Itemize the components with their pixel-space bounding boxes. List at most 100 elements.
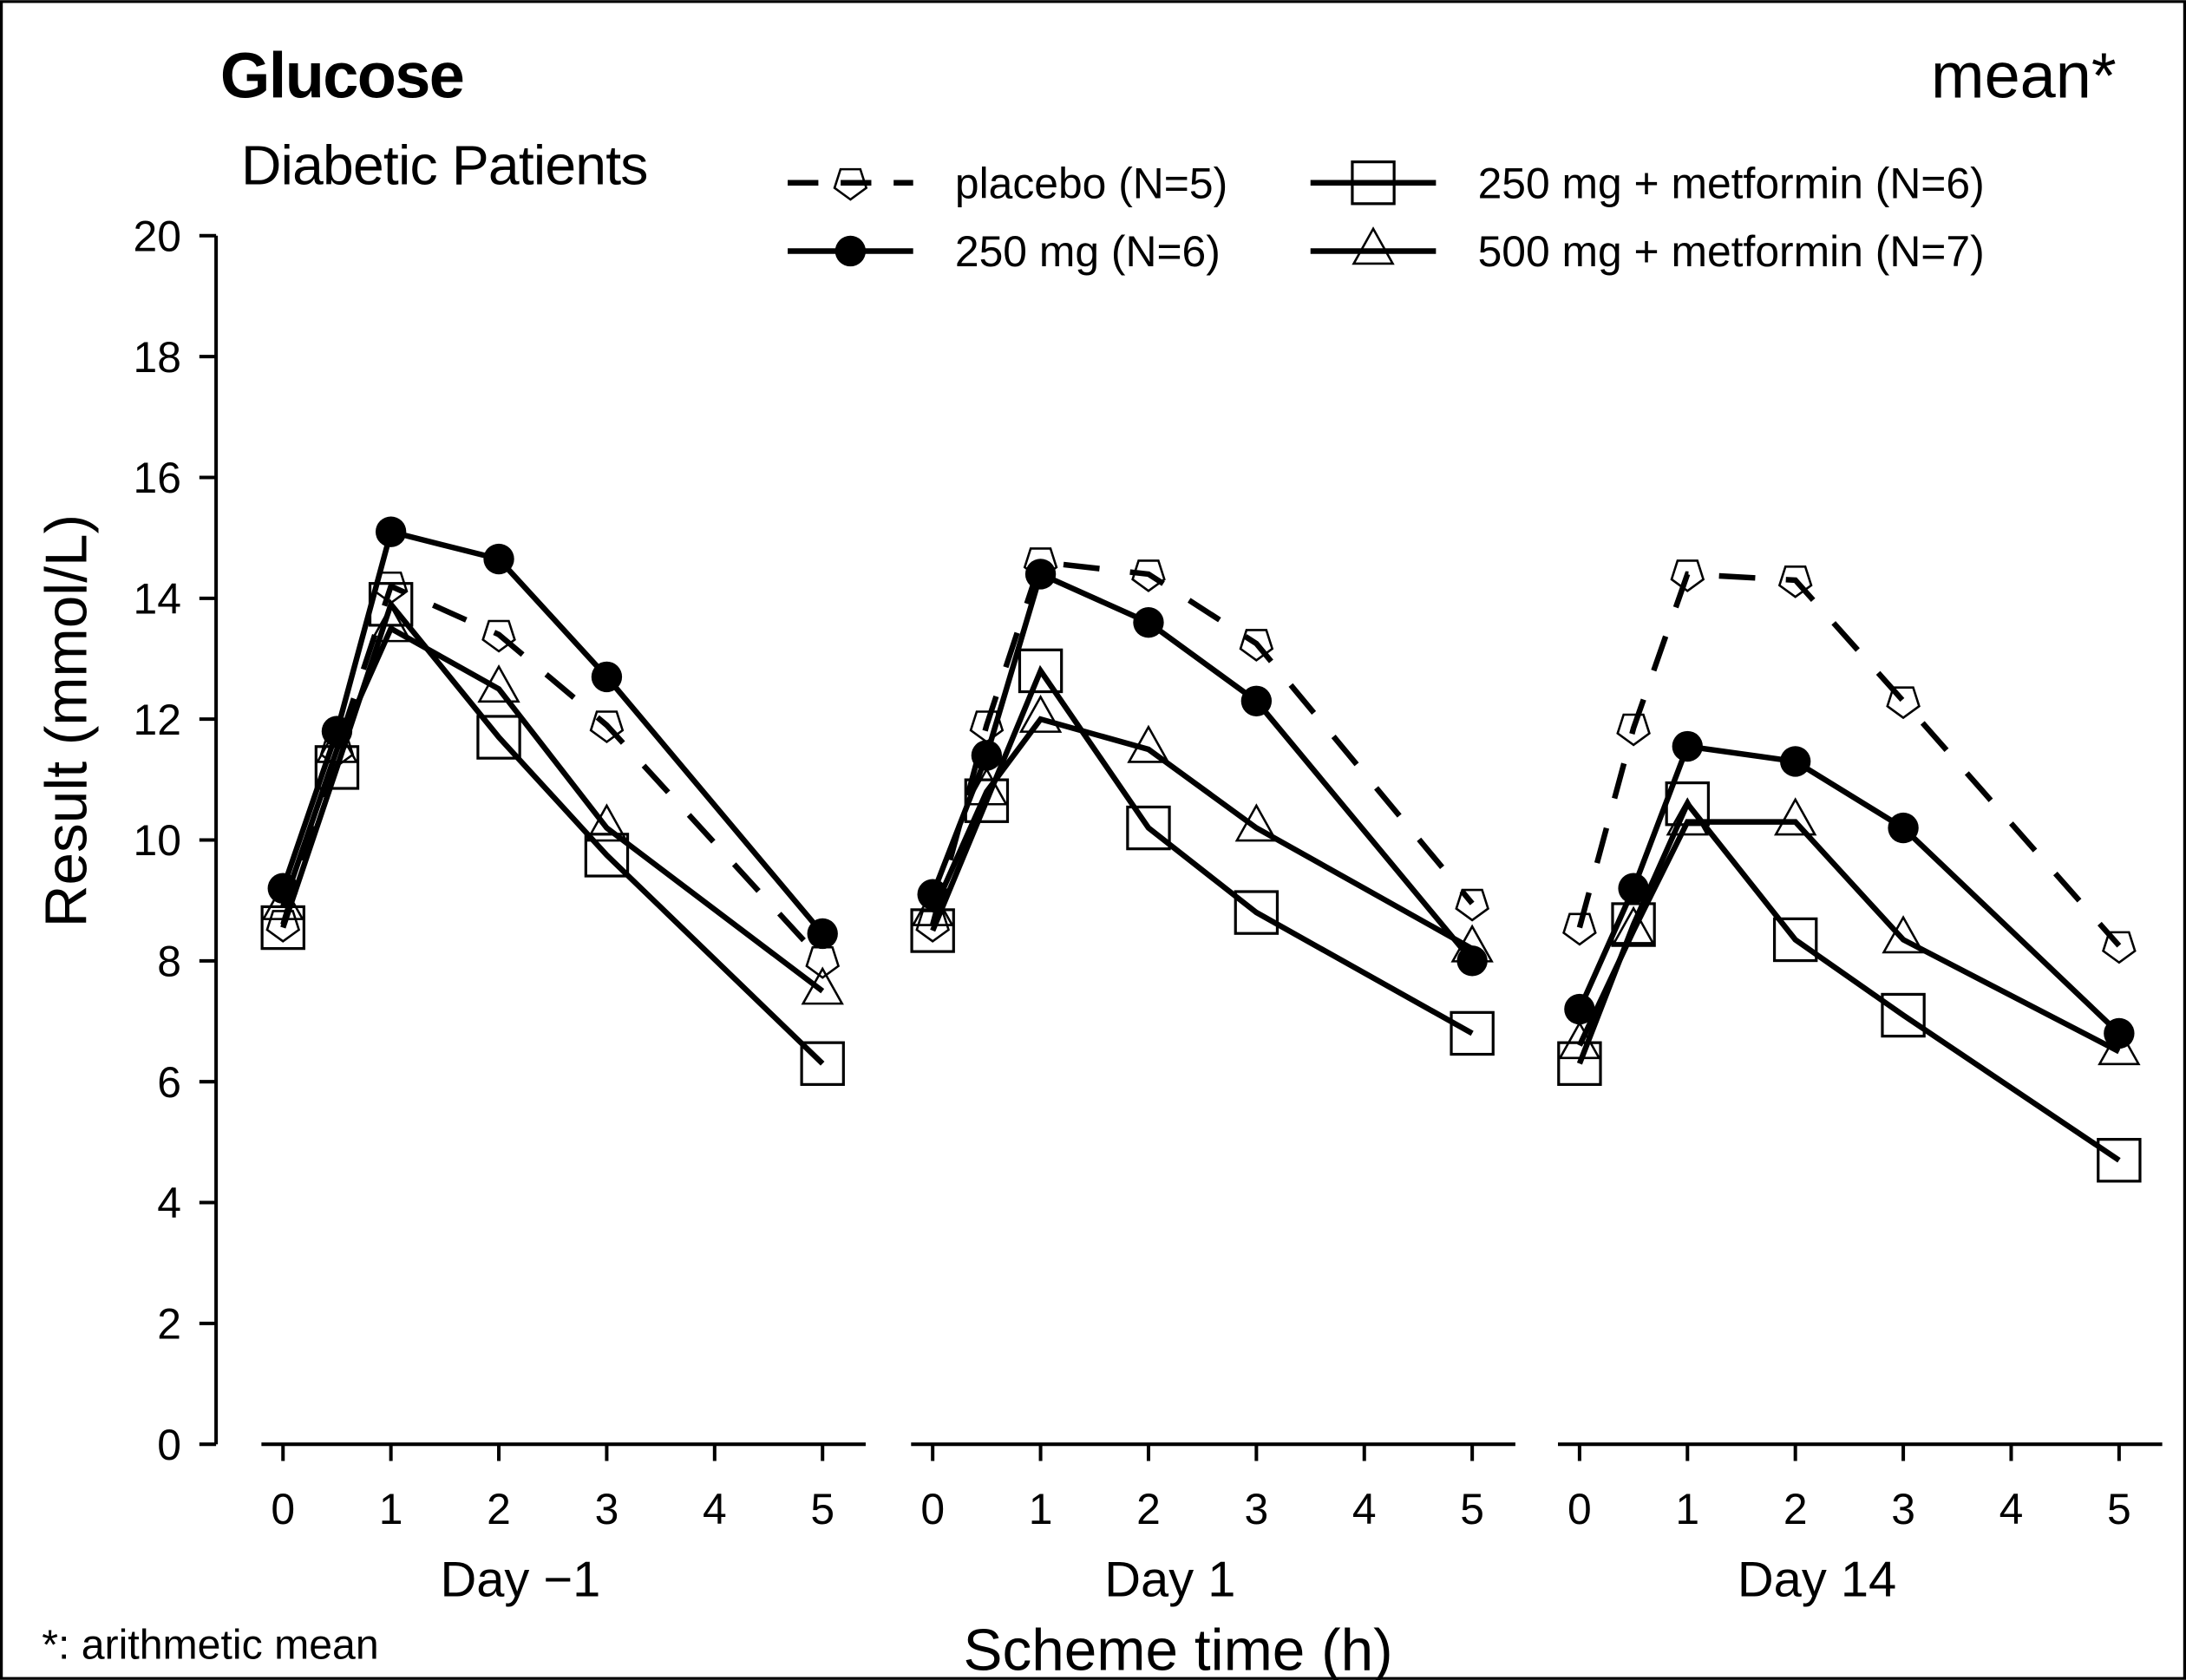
square-open-marker: [1018, 648, 1064, 694]
series-line: [930, 716, 1474, 951]
triangle-open-marker: [1018, 694, 1063, 733]
square-open-marker: [476, 715, 521, 760]
pentagon-open-marker: [481, 619, 516, 653]
triangle-open-marker: [1666, 797, 1709, 836]
square-open-marker: [964, 778, 1010, 823]
pentagon-open-marker: [1670, 559, 1705, 592]
x-tick-label: 4: [1999, 1485, 2024, 1533]
y-tick-label: 20: [134, 212, 181, 260]
series-line: [280, 528, 825, 936]
panel-2: 0 1 2 3 4 5 Day 1: [910, 547, 1515, 1607]
x-tick-label: 1: [1029, 1485, 1053, 1533]
triangle-open-marker: [1882, 915, 1925, 954]
pentagon-open-marker: [833, 167, 868, 201]
square-open-marker: [260, 905, 305, 951]
series-triangle: [261, 604, 844, 1005]
legend-item: 250 mg (N=6): [788, 227, 1221, 276]
pentagon-open-marker: [1239, 629, 1274, 662]
series-line: [1576, 571, 2122, 948]
triangle-open-marker: [1773, 797, 1817, 836]
circle-filled-marker: [1672, 730, 1703, 762]
circle-filled-marker: [483, 543, 514, 575]
triangle-open-marker: [2098, 1026, 2141, 1066]
legend-label: 250 mg (N=6): [955, 227, 1221, 276]
series-line: [1576, 742, 2122, 1036]
y-tick-label: 2: [157, 1300, 181, 1349]
square-open-marker: [1881, 992, 1926, 1038]
pentagon-open-marker: [1131, 559, 1166, 592]
x-tick-label: 0: [271, 1485, 295, 1533]
x-tick-label: 2: [1783, 1485, 1808, 1533]
panel-label: Day 1: [1104, 1552, 1235, 1607]
chart-title: Glucose: [220, 40, 463, 112]
x-tick-label: 0: [920, 1485, 945, 1533]
chart-subtitle: Diabetic Patients: [241, 134, 648, 196]
circle-filled-marker: [1240, 685, 1273, 716]
y-tick-label: 12: [134, 696, 181, 744]
series-line: [280, 598, 825, 1066]
y-tick-label: 18: [134, 333, 181, 382]
x-tick-label: 5: [1460, 1485, 1484, 1533]
y-tick-label: 8: [157, 938, 181, 986]
pentagon-open-marker: [1562, 912, 1597, 946]
square-open-marker: [1772, 917, 1818, 963]
x-tick-label: 4: [1352, 1485, 1377, 1533]
legend-item: placebo (N=5): [788, 159, 1227, 207]
triangle-open-marker: [1234, 803, 1279, 842]
panel-1: 0 1 2 3 4 5 Day −1: [260, 516, 866, 1607]
legend-item: 250 mg + metformin (N=6): [1310, 159, 1985, 207]
triangle-open-marker: [911, 887, 954, 926]
y-tick-label: 6: [157, 1058, 181, 1107]
circle-filled-marker: [1133, 607, 1164, 638]
triangle-open-marker: [965, 767, 1009, 806]
y-tick-label: 4: [157, 1179, 181, 1227]
pentagon-open-marker: [265, 910, 301, 943]
square-open-marker: [1234, 890, 1280, 935]
x-tick-label: 4: [703, 1485, 727, 1533]
square-open-marker: [584, 833, 630, 878]
triangle-open-marker: [477, 664, 520, 703]
circle-filled-marker: [971, 740, 1003, 771]
y-tick-label: 14: [134, 575, 181, 624]
square-open-marker: [1351, 160, 1396, 206]
circle-filled-marker: [1888, 812, 1919, 844]
triangle-open-marker: [1352, 226, 1395, 265]
triangle-open-marker: [1450, 924, 1494, 963]
legend-label: 500 mg + metformin (N=7): [1478, 227, 1985, 276]
triangle-open-marker: [585, 803, 629, 842]
pentagon-open-marker: [1455, 888, 1489, 922]
square-open-marker: [1126, 805, 1171, 851]
square-open-marker: [1450, 1010, 1495, 1056]
x-tick-label: 5: [2107, 1485, 2131, 1533]
statistic-label: mean*: [1931, 40, 2117, 112]
circle-filled-marker: [834, 235, 867, 267]
y-tick-label: 0: [157, 1421, 181, 1469]
series-circle: [267, 516, 838, 950]
triangle-open-marker: [1558, 1021, 1601, 1060]
triangle-open-marker: [369, 604, 413, 643]
triangle-open-marker: [1127, 724, 1170, 763]
panel-3: 0 1 2 3 4 5 Day 14: [1557, 559, 2163, 1607]
x-tick-label: 1: [379, 1485, 403, 1533]
triangle-open-marker: [261, 881, 304, 920]
circle-filled-marker: [1564, 993, 1595, 1025]
square-open-marker: [2097, 1138, 2142, 1183]
series-triangle: [911, 694, 1494, 963]
pentagon-open-marker: [969, 710, 1005, 743]
series-line: [1576, 819, 2121, 1055]
circle-filled-marker: [375, 516, 407, 547]
triangle-open-marker: [315, 724, 359, 763]
pentagon-open-marker: [373, 571, 409, 605]
circle-filled-marker: [1780, 746, 1811, 777]
x-tick-label: 2: [487, 1485, 511, 1533]
series-circle: [1564, 730, 2135, 1049]
footnote: *: arithmetic mean: [42, 1622, 378, 1669]
series-triangle: [1558, 797, 2141, 1066]
pentagon-open-marker: [1886, 686, 1921, 720]
circle-filled-marker: [807, 918, 838, 950]
y-axis: 0 2 4 6 8 10 12 14 16 18 20: [134, 212, 219, 1469]
square-open-marker: [800, 1041, 845, 1086]
